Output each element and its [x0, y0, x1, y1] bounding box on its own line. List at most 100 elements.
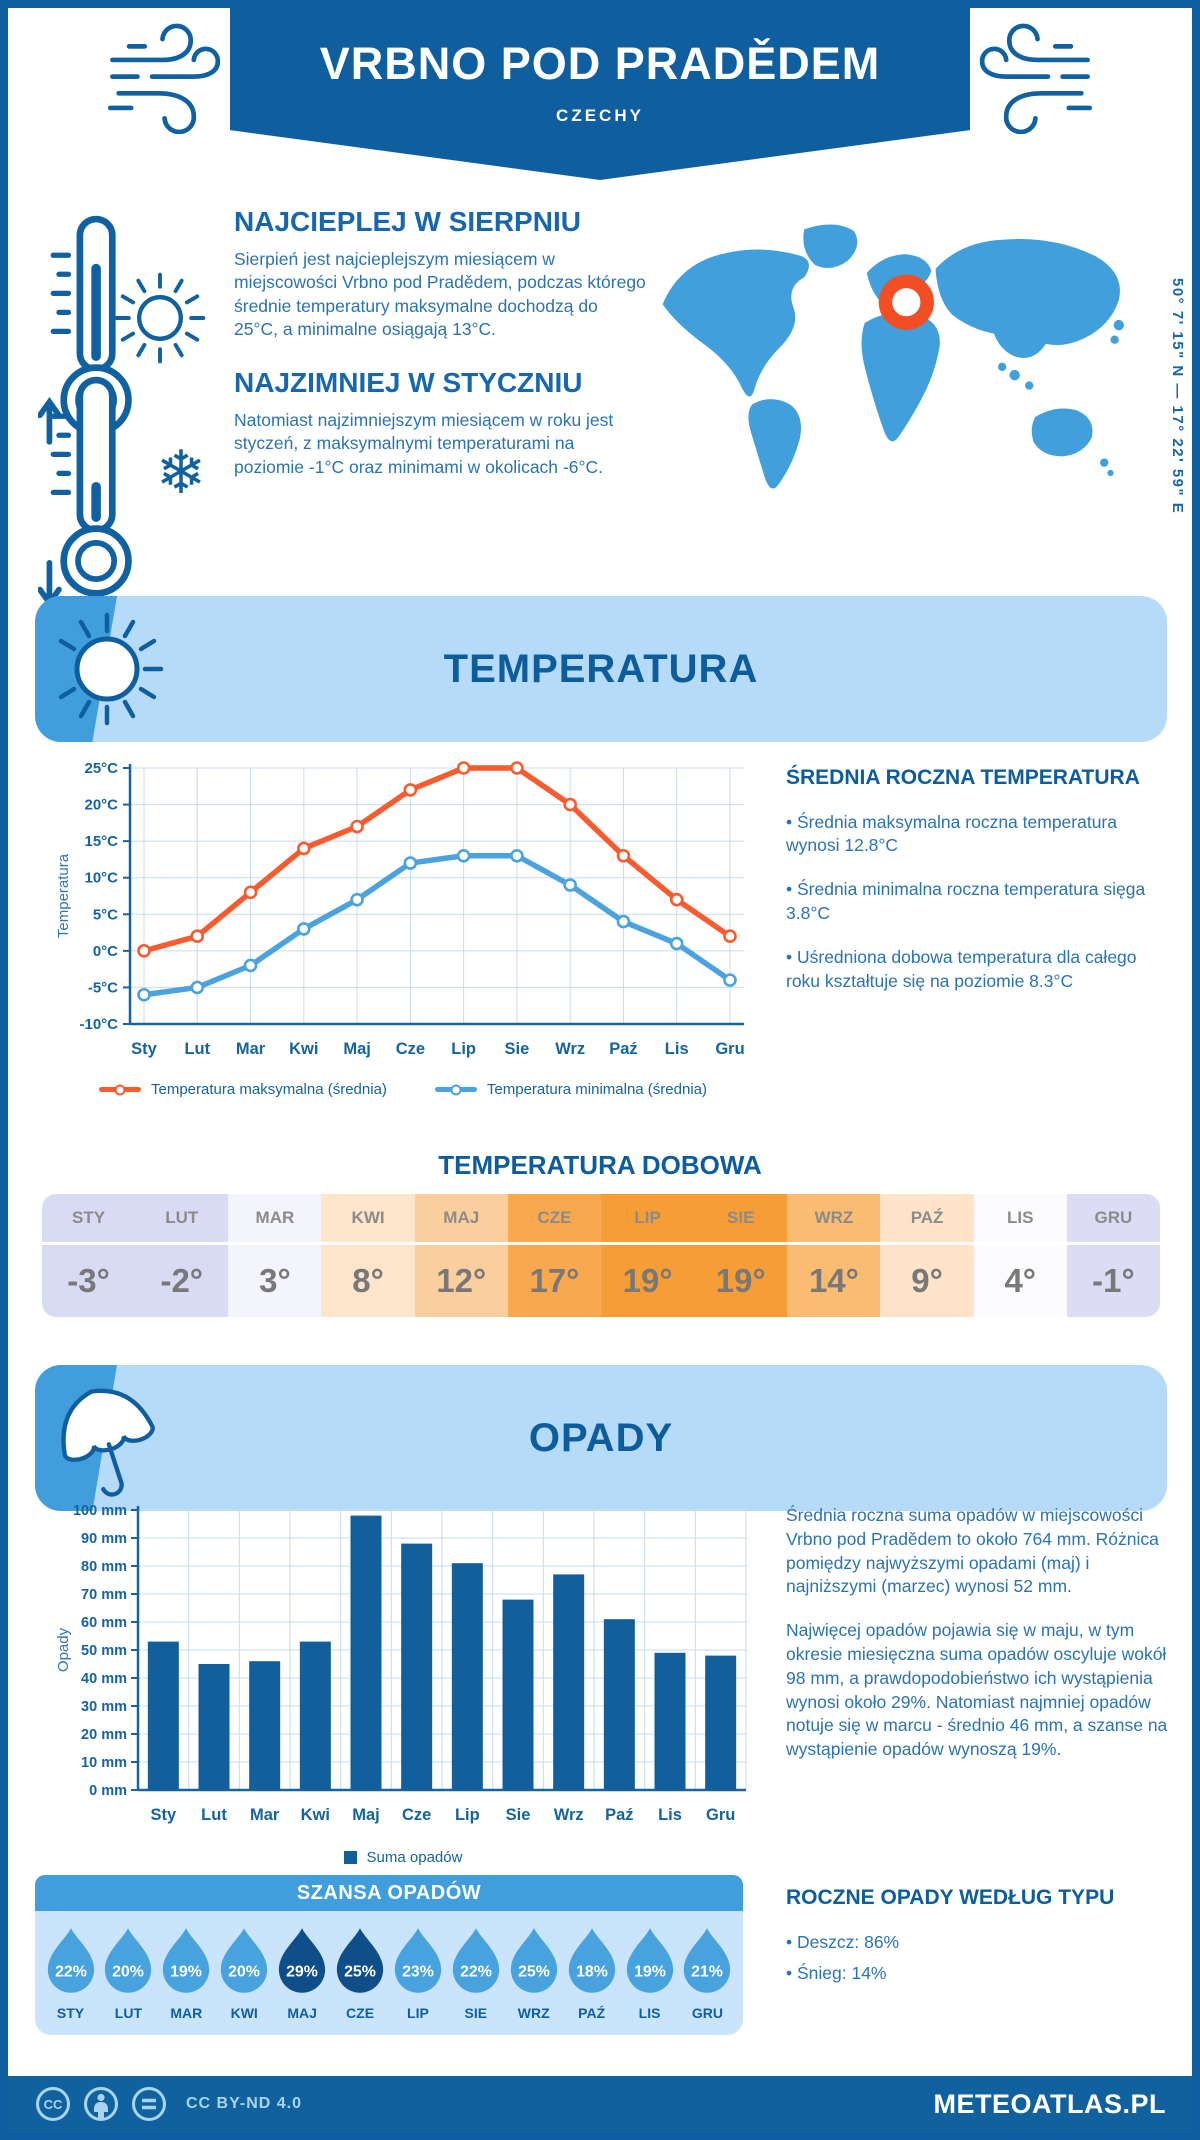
- svg-text:21%: 21%: [692, 1963, 724, 1980]
- svg-text:29%: 29%: [286, 1963, 318, 1980]
- svg-text:Gru: Gru: [715, 1040, 744, 1058]
- svg-text:23%: 23%: [402, 1963, 434, 1980]
- daily-table-month-header: KWI: [321, 1194, 415, 1245]
- svg-text:60 mm: 60 mm: [81, 1615, 127, 1631]
- precip-chance-month: SIE: [464, 2005, 488, 2021]
- svg-text:100 mm: 100 mm: [73, 1503, 127, 1519]
- daily-table-month-header: STY: [42, 1194, 136, 1245]
- coordinates-label: 50° 7' 15" N — 17° 22' 59" E: [1169, 277, 1186, 515]
- daily-table-month-header: LIS: [973, 1194, 1067, 1245]
- precip-chance-item: 23% LIP: [390, 1925, 445, 2021]
- cc-by-icon: [84, 2087, 118, 2121]
- svg-text:Kwi: Kwi: [289, 1040, 318, 1058]
- page-subtitle: CZECHY: [556, 106, 644, 125]
- daily-table-value-cell: 8°: [321, 1245, 415, 1317]
- continent-africa: [861, 312, 940, 442]
- precip-chance-month: LUT: [114, 2005, 143, 2021]
- precip-chance-item: 22% STY: [43, 1925, 98, 2021]
- precip-chance-item: 25% WRZ: [506, 1925, 561, 2021]
- water-drop-icon: 22%: [47, 1928, 94, 1993]
- legend-label: Suma opadów: [366, 1849, 463, 1866]
- daily-table-value-cell: -3°: [42, 1245, 136, 1317]
- svg-text:22%: 22%: [55, 1963, 87, 1980]
- precip-chance-title: SZANSA OPADÓW: [35, 1875, 743, 1911]
- svg-text:Kwi: Kwi: [301, 1806, 330, 1824]
- daily-table-value-cell: -2°: [135, 1245, 229, 1317]
- legend-item: Suma opadów: [343, 1849, 463, 1866]
- temperature-section-title: TEMPERATURA: [443, 647, 759, 691]
- warmest-text: Sierpień jest najcieplejszym miesiącem w…: [234, 249, 646, 339]
- svg-text:70 mm: 70 mm: [81, 1587, 127, 1603]
- svg-text:Lip: Lip: [455, 1806, 480, 1824]
- svg-text:22%: 22%: [460, 1963, 492, 1980]
- precipitation-type-bullet: • Deszcz: 86%: [786, 1931, 900, 1952]
- water-drop-icon: 19%: [163, 1928, 210, 1993]
- precip-chart-svg: 0 mm 10 mm 20 mm 30 mm 40 mm 50 mm 60 mm 70 mm 8…: [55, 1503, 747, 1824]
- svg-text:Lis: Lis: [665, 1040, 689, 1058]
- legend-item: Temperatura minimalna (średnia): [434, 1081, 707, 1098]
- svg-text:20%: 20%: [228, 1963, 260, 1980]
- cc-nd-icon: [132, 2087, 166, 2121]
- daily-table-month-header: MAJ: [414, 1194, 508, 1245]
- water-drop-icon: 23%: [394, 1928, 442, 1993]
- svg-text:Opady: Opady: [55, 1627, 72, 1672]
- continent-north-america: [662, 249, 809, 397]
- temperature-section-banner: TEMPERATURA: [35, 596, 1167, 742]
- daily-table-value-cell: 9°: [880, 1245, 974, 1317]
- svg-text:5°C: 5°C: [93, 906, 118, 923]
- legend-label: Temperatura maksymalna (średnia): [150, 1081, 387, 1098]
- site-brand[interactable]: METEOATLAS.PL: [933, 2088, 1166, 2119]
- temperature-summary-title: ŚREDNIA ROCZNA TEMPERATURA: [786, 766, 1140, 789]
- temperature-chart-legend: Temperatura maksymalna (średnia) Temperat…: [50, 1081, 756, 1098]
- highlights-section: NAJCIEPLEJ W SIERPNIU Sierpień jest najc…: [38, 204, 648, 608]
- precipitation-section-banner: OPADY: [35, 1365, 1167, 1511]
- thermometer-down-icon: [38, 376, 132, 608]
- svg-text:15°C: 15°C: [84, 833, 118, 850]
- continent-south-america: [748, 399, 802, 489]
- svg-text:Cze: Cze: [396, 1040, 425, 1058]
- daily-table-value-cell: -1°: [1066, 1245, 1160, 1317]
- water-drop-icon: 21%: [684, 1928, 731, 1993]
- temperature-bullet: • Średnia minimalna roczna temperatura s…: [786, 879, 1146, 923]
- svg-text:19%: 19%: [170, 1963, 202, 1980]
- water-drop-icon: 25%: [510, 1928, 557, 1993]
- precipitation-type-title: ROCZNE OPADY WEDŁUG TYPU: [786, 1886, 1115, 1909]
- svg-text:10°C: 10°C: [84, 870, 118, 887]
- warmest-heading: NAJCIEPLEJ W SIERPNIU: [234, 206, 581, 237]
- temperature-chart-svg: -10°C -5°C 0°C 5°C 10°C 15°C 20°C 25°C Sty Lut Mar…: [55, 760, 745, 1058]
- svg-text:Wrz: Wrz: [555, 1040, 585, 1058]
- daily-table-month-header: LIP: [600, 1194, 695, 1245]
- precip-chance-item: 20% LUT: [101, 1925, 156, 2021]
- footer: CC CC BY-ND 4.0 METEOATLAS.PL: [8, 2076, 1192, 2132]
- precip-chance-item: 22% SIE: [448, 1925, 503, 2021]
- continent-australia: [1031, 408, 1093, 457]
- precipitation-text-panel: Średnia roczna suma opadów w miejscowośc…: [786, 1504, 1168, 1782]
- svg-text:Sty: Sty: [131, 1040, 158, 1058]
- svg-text:Wrz: Wrz: [554, 1806, 584, 1824]
- legend-item: Temperatura maksymalna (średnia): [98, 1081, 387, 1098]
- water-drop-icon: 25%: [336, 1928, 384, 1993]
- svg-text:CC: CC: [44, 2097, 63, 2112]
- precipitation-section-title: OPADY: [528, 1416, 674, 1460]
- water-drop-icon: 20%: [105, 1928, 152, 1993]
- precip-chance-month: MAR: [170, 2005, 203, 2021]
- svg-text:Maj: Maj: [352, 1806, 380, 1824]
- svg-text:10 mm: 10 mm: [81, 1755, 127, 1771]
- svg-text:25%: 25%: [518, 1963, 550, 1980]
- svg-text:Temperatura: Temperatura: [55, 853, 72, 938]
- precipitation-type-panel: ROCZNE OPADY WEDŁUG TYPU • Deszcz: 86% •…: [786, 1884, 1168, 2006]
- precip-chance-month: MAJ: [287, 2005, 317, 2021]
- water-drop-icon: 22%: [452, 1928, 499, 1993]
- daily-table-value-cell: 14°: [787, 1245, 881, 1317]
- temperature-chart: -10°C -5°C 0°C 5°C 10°C 15°C 20°C 25°C Sty Lut Mar…: [50, 754, 756, 1098]
- water-drop-icon: 20%: [221, 1928, 268, 1993]
- daily-table-value-cell: 19°: [600, 1245, 695, 1317]
- svg-text:Maj: Maj: [343, 1040, 371, 1058]
- svg-text:0 mm: 0 mm: [89, 1783, 127, 1799]
- svg-text:Cze: Cze: [402, 1806, 431, 1824]
- page-title: VRBNO POD PRADĚDEM: [319, 38, 881, 89]
- svg-text:Paź: Paź: [609, 1040, 637, 1058]
- svg-text:0°C: 0°C: [93, 943, 118, 960]
- svg-text:50 mm: 50 mm: [81, 1643, 127, 1659]
- precipitation-chart: 0 mm 10 mm 20 mm 30 mm 40 mm 50 mm 60 mm 70 mm 8…: [50, 1498, 756, 1866]
